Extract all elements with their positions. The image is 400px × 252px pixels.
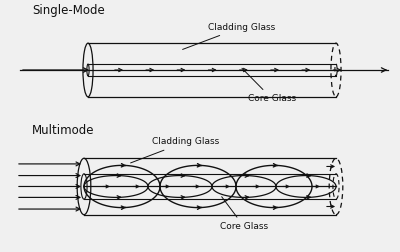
Text: Cladding Glass: Cladding Glass — [182, 23, 275, 49]
Text: Single-Mode: Single-Mode — [32, 4, 105, 17]
Text: Cladding Glass: Cladding Glass — [130, 137, 219, 163]
Text: Core Glass: Core Glass — [242, 68, 296, 103]
Text: Core Glass: Core Glass — [220, 197, 268, 231]
Text: Multimode: Multimode — [32, 124, 94, 137]
